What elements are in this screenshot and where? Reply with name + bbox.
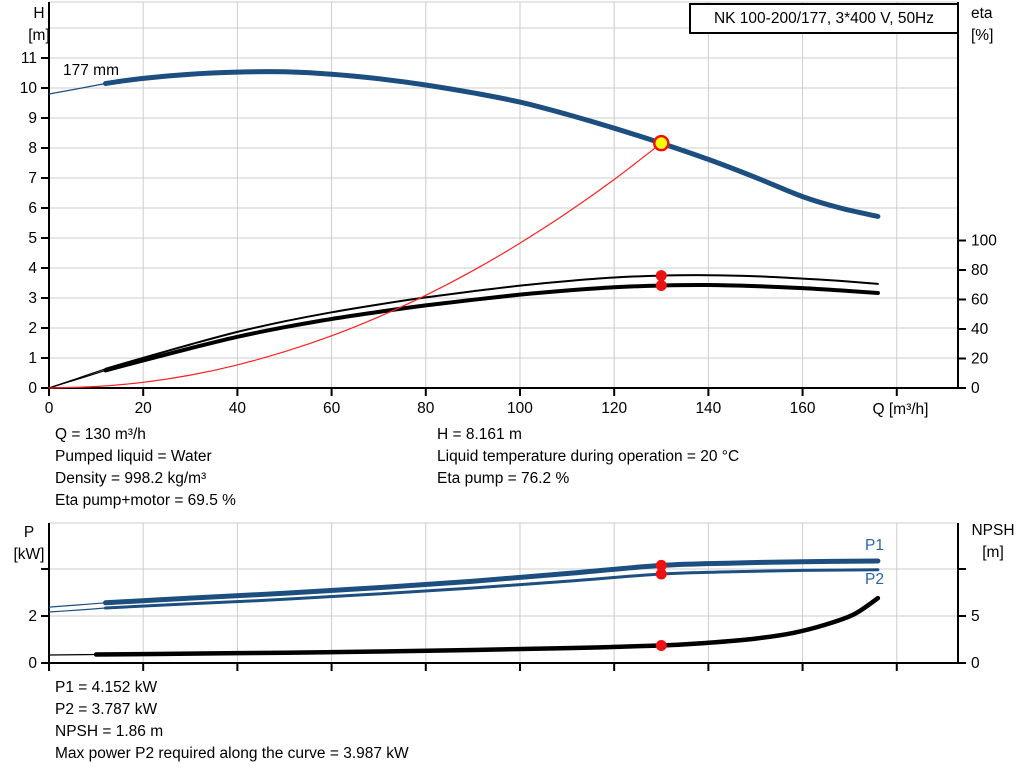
info-q: Q = 130 m³/h bbox=[55, 426, 146, 443]
x-tick-label: 0 bbox=[45, 400, 54, 417]
p1-point bbox=[655, 559, 667, 571]
p1-curve-label: P1 bbox=[865, 537, 884, 554]
duty-point bbox=[653, 134, 670, 152]
left-tick-label: 1 bbox=[28, 350, 37, 367]
left-tick-label: 8 bbox=[28, 140, 37, 157]
left-tick-label: 11 bbox=[21, 50, 37, 67]
pump-curve-177mm-lead bbox=[48, 82, 106, 95]
eta-pump-motor-point bbox=[655, 279, 667, 291]
p2-point bbox=[655, 568, 667, 580]
right-tick-label: 5 bbox=[971, 608, 980, 625]
eta-pump-motor-curve bbox=[103, 282, 880, 373]
left-tick-label: 7 bbox=[28, 170, 37, 187]
npsh-point bbox=[655, 640, 667, 652]
x-tick-label: 20 bbox=[135, 400, 153, 417]
right-tick-label: 40 bbox=[971, 321, 989, 338]
head-efficiency-chart: 0 1 2 3 4 5 6 7 8 9 10 11 0 20 40 60 80 100 0 20 40 60 80 100 12… bbox=[20, 1, 997, 417]
q-axis-label: Q [m³/h] bbox=[872, 401, 929, 418]
eta-pump-point bbox=[655, 270, 667, 282]
npsh-curve-lead bbox=[48, 653, 97, 656]
left-tick-label: 5 bbox=[28, 230, 37, 247]
eta-axis-unit: [%] bbox=[971, 27, 994, 44]
left-tick-label: 3 bbox=[28, 290, 37, 307]
right-tick-label: 100 bbox=[971, 233, 997, 250]
info-eta-pump-motor: Eta pump+motor = 69.5 % bbox=[55, 492, 236, 509]
right-tick-label: 0 bbox=[971, 655, 980, 672]
h-axis-label: H [m] bbox=[21, 3, 57, 47]
right-tick-label: 80 bbox=[971, 262, 989, 279]
eta-pump-curve bbox=[104, 274, 879, 370]
left-tick-label: 2 bbox=[28, 320, 37, 337]
info-p2: P2 = 3.787 kW bbox=[55, 701, 158, 718]
npsh-axis-symbol: NPSH bbox=[971, 522, 1015, 539]
power-npsh-chart: 0 2 0 5 bbox=[28, 522, 980, 672]
info-pumped-liquid: Pumped liquid = Water bbox=[55, 448, 212, 465]
operating-point-info-right: H = 8.161 m Liquid temperature during op… bbox=[437, 424, 739, 490]
p2-curve-lead bbox=[48, 607, 106, 613]
h-axis-symbol: H bbox=[33, 5, 45, 22]
pump-title-box: NK 100-200/177, 3*400 V, 50Hz bbox=[689, 3, 959, 34]
left-tick-label: 9 bbox=[28, 110, 37, 127]
eta-axis-symbol: eta bbox=[971, 5, 993, 22]
info-h: H = 8.161 m bbox=[437, 426, 522, 443]
x-tick-label: 80 bbox=[417, 400, 435, 417]
info-liquid-temperature: Liquid temperature during operation = 20… bbox=[437, 448, 740, 465]
eta-pump-motor-curve-lead bbox=[48, 369, 106, 389]
x-tick-label: 100 bbox=[507, 400, 533, 417]
operating-point-info-left: Q = 130 m³/h Pumped liquid = Water Densi… bbox=[55, 424, 236, 512]
eta-axis-label: eta [%] bbox=[971, 3, 993, 47]
left-tick-label: 6 bbox=[28, 200, 37, 217]
info-density: Density = 998.2 kg/m³ bbox=[55, 470, 207, 487]
p2-curve bbox=[104, 568, 880, 610]
npsh-axis-label: NPSH [m] bbox=[962, 520, 1024, 564]
p-axis-label: P [kW] bbox=[8, 522, 50, 566]
right-tick-label: 20 bbox=[971, 351, 989, 368]
x-tick-label: 160 bbox=[790, 400, 816, 417]
p1-curve-lead bbox=[48, 602, 106, 608]
right-tick-label: 60 bbox=[971, 292, 989, 309]
impeller-diameter-label: 177 mm bbox=[63, 62, 119, 79]
left-tick-label: 0 bbox=[28, 380, 37, 397]
power-npsh-info: P1 = 4.152 kW P2 = 3.787 kW NPSH = 1.86 … bbox=[55, 677, 409, 765]
left-tick-label: 2 bbox=[28, 608, 37, 625]
h-axis-unit: [m] bbox=[28, 27, 50, 44]
left-tick-label: 10 bbox=[20, 80, 38, 97]
npsh-curve bbox=[93, 595, 881, 657]
p-axis-symbol: P bbox=[23, 524, 35, 541]
npsh-axis-unit: [m] bbox=[982, 544, 1004, 561]
info-npsh: NPSH = 1.86 m bbox=[55, 723, 164, 740]
x-tick-label: 40 bbox=[229, 400, 247, 417]
p1-curve bbox=[103, 558, 881, 606]
right-tick-label: 0 bbox=[971, 380, 980, 397]
left-tick-label: 4 bbox=[28, 260, 37, 277]
system-curve bbox=[48, 142, 662, 389]
left-tick-label: 0 bbox=[28, 655, 37, 672]
x-tick-label: 60 bbox=[323, 400, 341, 417]
p2-curve-label: P2 bbox=[865, 571, 884, 588]
info-p1: P1 = 4.152 kW bbox=[55, 679, 158, 696]
info-max-power: Max power P2 required along the curve = … bbox=[55, 745, 409, 762]
info-eta-pump: Eta pump = 76.2 % bbox=[437, 470, 570, 487]
x-tick-label: 120 bbox=[601, 400, 627, 417]
x-tick-label: 140 bbox=[695, 400, 721, 417]
p-axis-unit: [kW] bbox=[13, 546, 45, 563]
pump-curve-177mm bbox=[103, 69, 881, 219]
